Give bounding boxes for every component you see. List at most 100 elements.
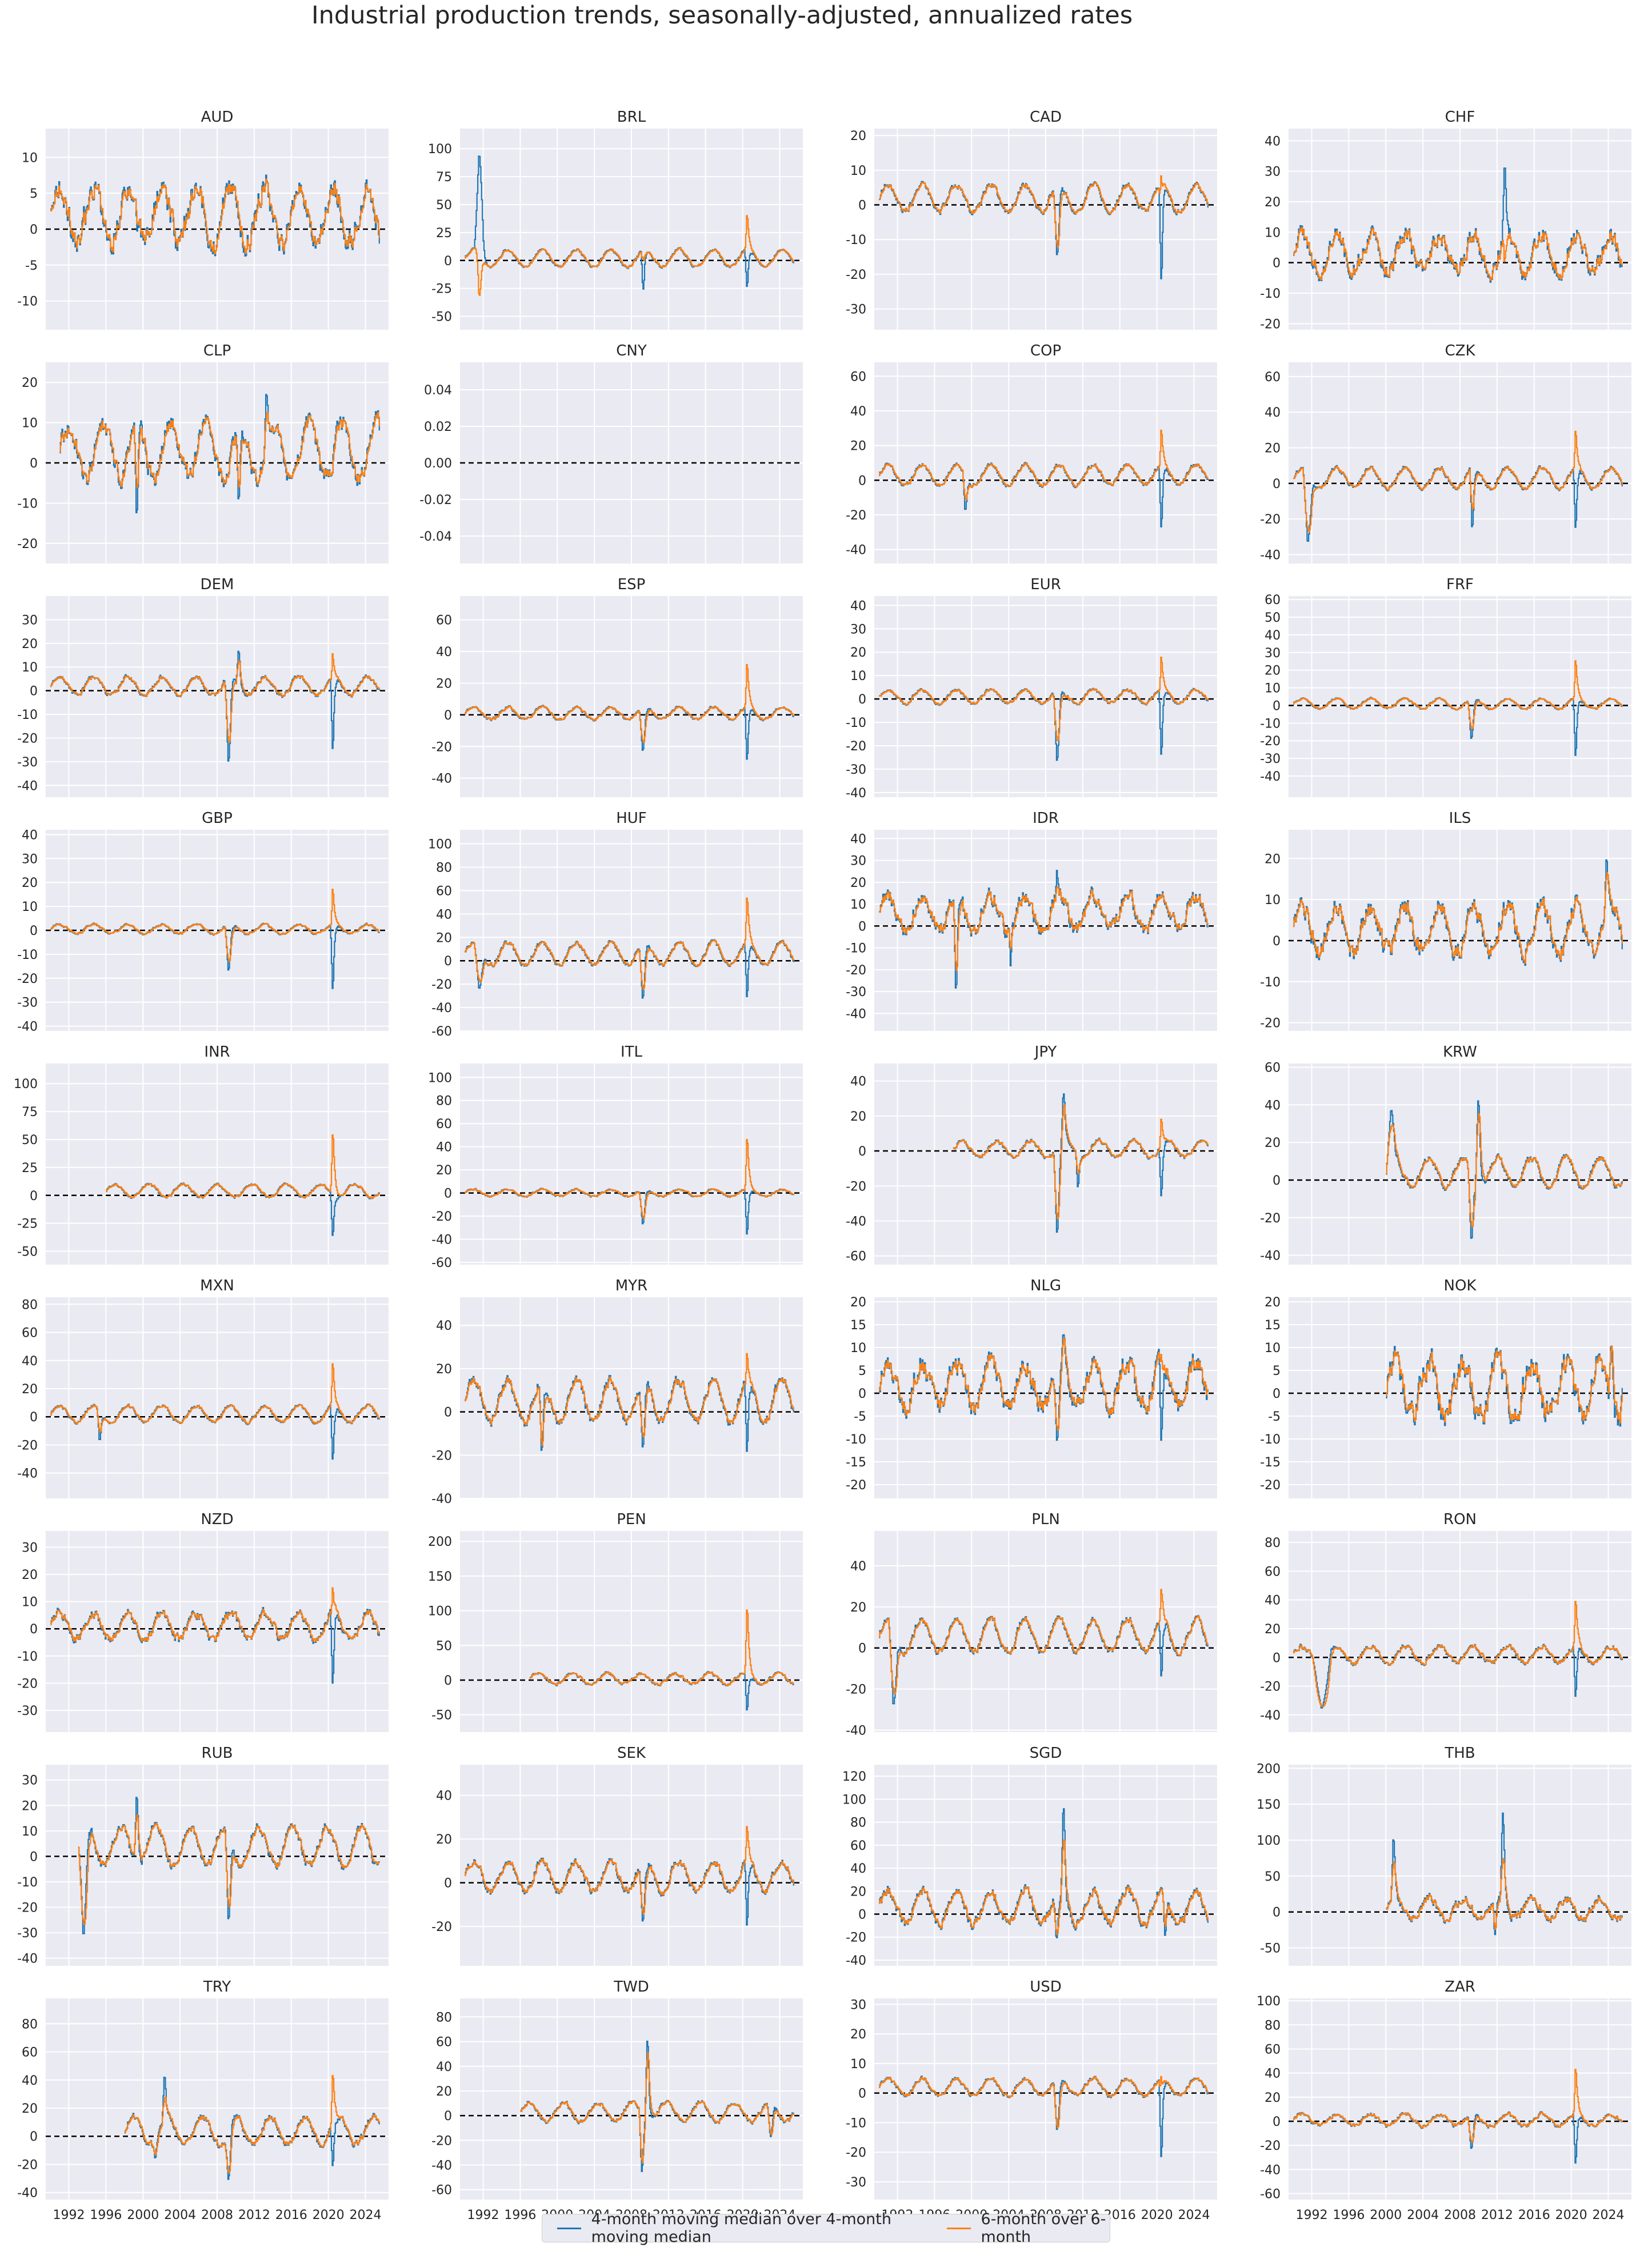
- y-tick-label: -10: [1260, 975, 1281, 990]
- y-tick-label: -50: [431, 310, 452, 325]
- series-a-line: [59, 394, 380, 514]
- panel-title: FRF: [1446, 576, 1474, 593]
- y-tick-label: -30: [17, 996, 38, 1010]
- y-tick-label: 40: [1265, 406, 1281, 420]
- y-tick-label: 0: [858, 1145, 866, 1159]
- y-tick-label: -60: [1260, 2187, 1281, 2201]
- y-tick-label: -60: [431, 1256, 452, 1270]
- y-tick-label: 0: [1273, 1651, 1281, 1665]
- panel-title: BRL: [617, 109, 646, 126]
- y-tick-label: 80: [1265, 1536, 1281, 1550]
- y-tick-label: -30: [846, 985, 866, 999]
- y-tick-label: -40: [846, 1214, 866, 1229]
- panel-brl: -50 -25 0 25 50 75 100 BRL: [428, 109, 803, 330]
- series-b-line: [1293, 430, 1623, 533]
- y-tick-label: -40: [846, 543, 866, 558]
- legend-swatch-a: [557, 2227, 581, 2229]
- panel-title: COP: [1030, 342, 1061, 359]
- y-tick-label: 30: [850, 622, 866, 637]
- panel-title: MYR: [615, 1277, 647, 1294]
- panel-title: MXN: [200, 1277, 234, 1294]
- y-tick-label: -50: [17, 1245, 38, 1260]
- y-tick-label: 20: [1265, 1296, 1281, 1310]
- y-tick-label: -20: [431, 978, 452, 992]
- panel-title: HUF: [616, 810, 647, 827]
- y-tick-label: 10: [22, 1596, 38, 1610]
- y-tick-label: -40: [431, 2159, 452, 2173]
- y-tick-label: -40: [1260, 1709, 1281, 1723]
- y-tick-label: -40: [1260, 2163, 1281, 2177]
- y-tick-label: 20: [1265, 1622, 1281, 1637]
- y-tick-label: -10: [1260, 1433, 1281, 1447]
- y-tick-label: 0: [30, 223, 38, 237]
- y-tick-label: 60: [850, 1839, 866, 1853]
- y-tick-label: 30: [1265, 165, 1281, 179]
- series-a-line: [78, 1797, 380, 1934]
- x-tick-label: 2004: [1407, 2208, 1439, 2222]
- y-tick-label: -15: [1260, 1456, 1281, 1470]
- y-tick-label: -20: [846, 1931, 866, 1945]
- panel-cop: -40 -20 0 20 40 60 COP: [846, 342, 1217, 563]
- y-tick-label: -20: [1260, 317, 1281, 331]
- y-tick-label: -15: [846, 1456, 866, 1470]
- y-tick-label: 15: [1265, 1318, 1281, 1333]
- y-tick-label: 10: [1265, 682, 1281, 696]
- y-tick-label: -20: [1260, 513, 1281, 527]
- panel-pln: -40 -20 0 20 40 PLN: [846, 1511, 1217, 1738]
- y-tick-label: -10: [846, 233, 866, 247]
- panel-cny: -0.04 -0.02 0.00 0.02 0.04 CNY: [419, 342, 803, 563]
- y-tick-label: 10: [850, 669, 866, 683]
- x-tick-label: 2020: [1555, 2208, 1587, 2222]
- legend-item-b: 6-month over 6-month: [947, 2210, 1110, 2246]
- panel-title: ILS: [1449, 810, 1471, 827]
- y-tick-label: 10: [22, 1825, 38, 1839]
- y-tick-label: 0: [444, 2109, 452, 2124]
- y-tick-label: -20: [846, 1180, 866, 1194]
- y-tick-label: -20: [846, 963, 866, 978]
- y-tick-label: 20: [22, 376, 38, 390]
- series-b-line: [50, 653, 380, 743]
- y-tick-label: 20: [1265, 852, 1281, 866]
- panel-clp: -20 -10 0 10 20 CLP: [17, 342, 389, 563]
- y-tick-label: 10: [22, 151, 38, 165]
- panel-eur: -40 -30 -20 -10 0 10 20 30 40 EUR: [846, 576, 1217, 801]
- y-tick-label: 0.00: [424, 457, 452, 471]
- panel-title: DEM: [201, 576, 234, 593]
- series-b-line: [879, 886, 1209, 971]
- y-tick-label: -30: [17, 1704, 38, 1718]
- series-b-line: [50, 1363, 380, 1433]
- y-tick-label: 0: [1273, 1906, 1281, 1920]
- y-tick-label: 40: [22, 1354, 38, 1369]
- panel-ils: -20 -10 0 10 20 ILS: [1260, 810, 1631, 1031]
- y-tick-label: 60: [1265, 1565, 1281, 1579]
- y-tick-label: -20: [17, 1901, 38, 1916]
- panel-ron: -40 -20 0 20 40 60 80 RON: [1260, 1511, 1631, 1732]
- y-tick-label: 0: [1273, 2115, 1281, 2129]
- y-tick-label: 0: [858, 474, 866, 488]
- y-tick-label: -20: [846, 268, 866, 282]
- y-tick-label: 20: [1265, 442, 1281, 456]
- y-tick-label: 50: [436, 1639, 452, 1653]
- y-tick-label: 60: [1265, 370, 1281, 385]
- panel-title: CLP: [203, 342, 231, 359]
- y-tick-label: -40: [431, 1233, 452, 1247]
- y-tick-label: -40: [17, 1952, 38, 1966]
- y-tick-label: 50: [1265, 1870, 1281, 1884]
- panel-aud: -10 -5 0 5 10 AUD: [17, 109, 389, 330]
- y-tick-label: 200: [1257, 1762, 1281, 1776]
- series-b-line: [59, 411, 380, 488]
- y-tick-label: 40: [1265, 2067, 1281, 2081]
- x-tick-label: 2008: [1444, 2208, 1476, 2222]
- y-tick-label: -50: [1260, 1942, 1281, 1956]
- series-b-line: [50, 889, 379, 962]
- y-tick-label: 10: [22, 417, 38, 431]
- y-tick-label: 40: [850, 1862, 866, 1876]
- y-tick-label: 80: [436, 1094, 452, 1109]
- y-tick-label: -40: [1260, 1249, 1281, 1264]
- y-tick-label: 40: [850, 1075, 866, 1089]
- y-tick-label: -10: [17, 497, 38, 511]
- y-tick-label: 20: [22, 1568, 38, 1582]
- panel-sek: -20 0 20 40 SEK: [431, 1745, 803, 1966]
- y-tick-label: 5: [30, 187, 38, 201]
- y-tick-label: 0: [1273, 699, 1281, 713]
